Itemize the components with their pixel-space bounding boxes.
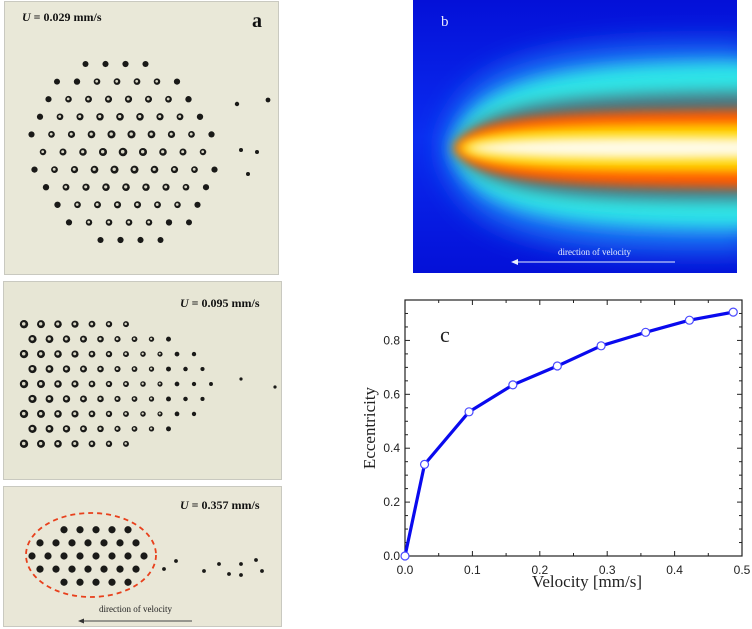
series-line (403, 310, 734, 557)
particle-lattice (28, 60, 271, 244)
data-series (400, 307, 738, 561)
data-point-marker (552, 361, 562, 371)
panel-letter-c: c (440, 322, 450, 347)
data-point-marker (684, 315, 695, 325)
y-tick-label: 0.4 (383, 441, 400, 455)
velocity-label: U = 0.029 mm/s (22, 10, 102, 24)
particle-lattice (19, 319, 277, 449)
y-axis-title: Eccentricity (360, 386, 379, 469)
x-tick-label: 0.3 (599, 563, 616, 577)
direction-label: direction of velocity (99, 604, 172, 614)
data-point-marker (419, 459, 430, 469)
x-tick-label: 0.5 (734, 563, 751, 577)
panel-letter-b: b (441, 14, 449, 30)
data-point-marker (596, 341, 606, 351)
direction-label: direction of velocity (558, 247, 631, 257)
data-point-marker (728, 307, 738, 317)
density-heatmap: b direction of velocity (413, 0, 737, 273)
data-point-marker (464, 407, 474, 417)
heatmap-image (413, 0, 737, 273)
y-tick-label: 0.0 (383, 549, 400, 563)
data-point-marker (641, 327, 651, 337)
axis-ticks: 0.0 0.1 0.2 0.3 0.4 0.5 0.0 0.2 0.4 0.6 0.8 (383, 300, 751, 577)
velocity-label: U = 0.357 mm/s (180, 498, 260, 512)
crystal-photo-high-velocity: U = 0.357 mm/s direction of velocity (3, 486, 282, 627)
y-tick-label: 0.6 (383, 387, 400, 401)
x-tick-label: 0.4 (666, 563, 683, 577)
panel-letter-a: a (252, 10, 262, 32)
direction-arrow-icon (511, 259, 518, 265)
crystal-photo-medium-velocity: U = 0.095 mm/s (3, 281, 282, 480)
eccentricity-chart: 0.0 0.1 0.2 0.3 0.4 0.5 0.0 0.2 0.4 0.6 0.8 c Velo… (360, 299, 751, 591)
data-point-marker (508, 380, 518, 390)
velocity-label: U = 0.095 mm/s (180, 296, 260, 310)
x-tick-label: 0.2 (531, 563, 548, 577)
particle-lattice (25, 512, 264, 598)
x-tick-label: 0.1 (464, 563, 481, 577)
y-tick-label: 0.8 (383, 333, 400, 347)
crystal-photo-low-velocity: U = 0.029 mm/s a (4, 1, 279, 275)
x-axis-title: Velocity [mm/s] (532, 572, 642, 591)
x-tick-label: 0.0 (397, 563, 414, 577)
y-tick-label: 0.2 (383, 495, 400, 509)
data-point-marker (400, 551, 410, 561)
